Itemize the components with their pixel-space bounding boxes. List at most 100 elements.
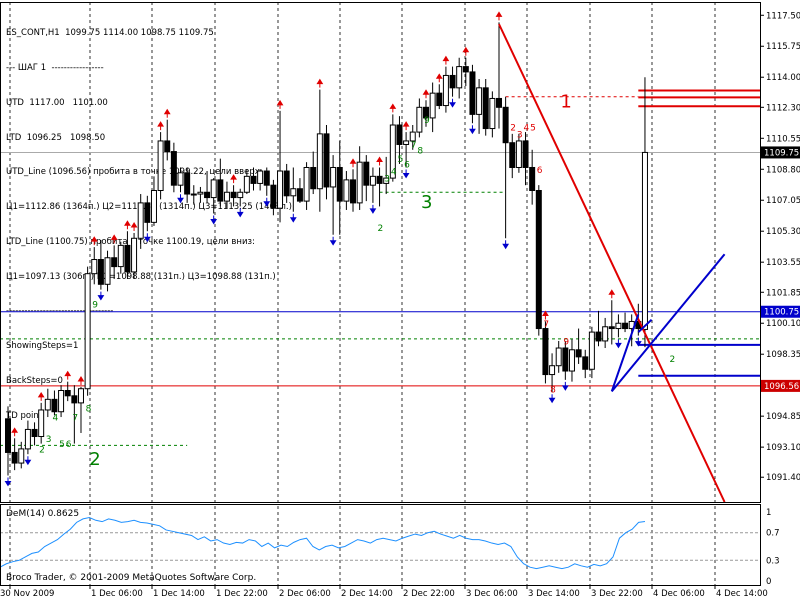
- candle-bull: [343, 179, 350, 202]
- td-count-label: 4: [524, 123, 530, 133]
- candle-bear: [263, 170, 270, 186]
- candle-bear: [350, 179, 357, 204]
- candle-bull: [369, 175, 376, 186]
- markers-layer: [4, 11, 642, 487]
- down-arrow-marker: [502, 240, 510, 250]
- candle-bull: [38, 409, 45, 438]
- down-arrow-marker: [143, 233, 151, 243]
- up-arrow-marker: [422, 89, 430, 99]
- candle-bear: [184, 172, 191, 195]
- candle-bear: [144, 202, 151, 223]
- y-tick-label: 1110.55: [766, 134, 800, 144]
- td-count-label: 4: [52, 414, 58, 424]
- indicator-line: [0, 516, 646, 570]
- copyright-text: Broco Trader, © 2001-2009 MetaQuotes Sof…: [6, 573, 256, 583]
- td-count-label: 7: [411, 141, 417, 151]
- up-arrow-marker: [402, 121, 410, 131]
- candle-bear: [595, 331, 602, 342]
- candle-bear: [542, 328, 549, 376]
- up-arrow-marker: [376, 156, 383, 166]
- candle-bear: [449, 74, 456, 89]
- candle-bull: [588, 331, 595, 370]
- up-arrow-marker: [64, 370, 72, 380]
- td-count-label: 5: [530, 123, 536, 133]
- candle-bear: [436, 92, 443, 107]
- candle-bull: [489, 97, 496, 130]
- price-tag-label: 1100.75: [764, 308, 799, 318]
- candle-bull: [383, 177, 390, 184]
- candle-bear: [509, 142, 516, 168]
- candle-bear: [336, 166, 343, 202]
- td-count-label: 5: [397, 155, 403, 165]
- candle-bear: [522, 140, 529, 168]
- candle-bull: [641, 151, 648, 330]
- y-tick-label: 1115.75: [766, 42, 800, 52]
- main-plot-frame: [0, 2, 761, 503]
- trend-lines: [498, 23, 726, 503]
- candle-bull: [515, 140, 522, 168]
- big-point-label: 2: [89, 449, 100, 470]
- up-arrow-marker: [608, 289, 616, 299]
- candle-bear: [204, 191, 211, 199]
- info-line-back-steps: BackSteps=0: [6, 376, 63, 386]
- td-count-label: 2: [670, 355, 676, 365]
- candle-bull: [104, 257, 111, 285]
- td-count-label: 7: [543, 320, 549, 330]
- big-point-label: 1: [560, 91, 571, 112]
- down-arrow-marker: [402, 169, 410, 179]
- up-arrow-marker: [462, 46, 470, 56]
- candle-bear: [423, 106, 430, 119]
- candle-bull: [137, 202, 144, 239]
- indicator-panel: DeM(14) 0.8625 Broco Trader, © 2001-2009…: [0, 508, 780, 587]
- candle-bull: [24, 428, 31, 450]
- td-count-label: 9: [424, 116, 430, 126]
- candle-bull: [330, 166, 337, 188]
- candle-bull: [150, 189, 157, 223]
- candle-bull: [429, 92, 436, 119]
- down-arrow-marker: [449, 98, 456, 108]
- price-tag-label: 1109.75: [764, 148, 799, 158]
- y-tick-label: 1103.55: [766, 258, 800, 268]
- up-arrow-marker: [157, 121, 165, 131]
- td-count-label: 8: [417, 146, 423, 156]
- candle-bull: [243, 175, 250, 193]
- td-count-label: 6: [537, 166, 543, 176]
- x-tick-label: 4 Dec 06:00: [653, 589, 705, 599]
- candle-bear: [582, 356, 589, 370]
- candle-bull: [416, 106, 423, 133]
- grid-layer: [9, 2, 716, 585]
- candle-bear: [217, 179, 224, 202]
- up-arrow-marker: [435, 73, 443, 83]
- down-arrow-marker: [177, 194, 184, 204]
- td-count-label: 8: [550, 385, 556, 395]
- indicator-tick-label: 0.3: [766, 556, 780, 566]
- candle-bear: [462, 66, 469, 73]
- indicator-tick-label: 1: [766, 508, 771, 518]
- up-arrow-marker: [11, 427, 19, 437]
- candle-bull: [549, 365, 556, 376]
- indicator-tick-label: 0: [766, 577, 771, 587]
- info-line-symbol: ES_CONT,H1 1099.75 1114.00 1098.75 1109.…: [6, 28, 214, 39]
- up-arrow-marker: [495, 11, 503, 21]
- candle-bear: [111, 257, 118, 268]
- td-count-label: 7: [72, 414, 78, 424]
- up-arrow-marker: [77, 376, 85, 385]
- down-arrow-marker: [24, 456, 32, 466]
- x-tick-label: 1 Dec 14:00: [153, 589, 205, 599]
- candle-bear: [31, 428, 38, 438]
- down-arrow-marker: [210, 215, 218, 225]
- candle-bull: [356, 161, 363, 204]
- down-arrow-marker: [561, 381, 569, 391]
- candle-bear: [502, 106, 509, 144]
- candle-bull: [190, 193, 197, 196]
- up-arrow-marker: [130, 222, 138, 231]
- candle-bull: [117, 244, 124, 268]
- y-tick-label: 1091.40: [766, 473, 800, 483]
- price-tag-label: 1096.56: [764, 382, 799, 392]
- candle-bull: [257, 170, 264, 184]
- down-arrow-marker: [97, 291, 105, 301]
- x-tick-label: 30 Nov 2009: [0, 589, 54, 599]
- up-arrow-marker: [110, 234, 118, 244]
